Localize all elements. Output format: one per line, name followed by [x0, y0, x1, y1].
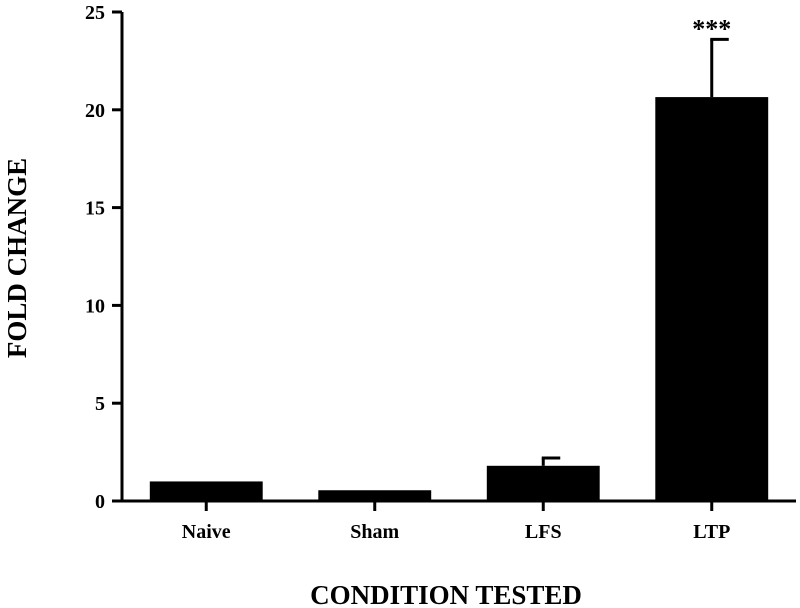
- y-tick-label: 25: [85, 2, 105, 24]
- bar-sham: [318, 490, 432, 501]
- y-tick-label: 10: [85, 295, 105, 317]
- bar-ltp: [655, 97, 769, 501]
- y-axis-title: FOLD CHANGE: [2, 158, 32, 358]
- bars-layer: ***: [149, 14, 769, 501]
- y-tick-label: 20: [85, 100, 105, 122]
- x-tick-label-lfs: LFS: [525, 521, 562, 543]
- axes-layer: [120, 12, 796, 503]
- x-axis-title: CONDITION TESTED: [310, 580, 582, 608]
- y-tick-label: 0: [95, 491, 105, 513]
- x-tick-label-sham: Sham: [350, 521, 399, 543]
- bar-naive: [149, 481, 263, 501]
- x-tick-label-ltp: LTP: [693, 521, 730, 543]
- bar-lfs: [486, 465, 600, 501]
- x-tick-label-naive: Naive: [182, 521, 231, 543]
- ticks-layer: 0 5 10 15 20 25 Naive Sham LFS LTP: [85, 2, 730, 543]
- y-tick-label: 15: [85, 198, 105, 220]
- y-tick-label: 5: [95, 393, 105, 415]
- significance-annotation: ***: [692, 14, 731, 43]
